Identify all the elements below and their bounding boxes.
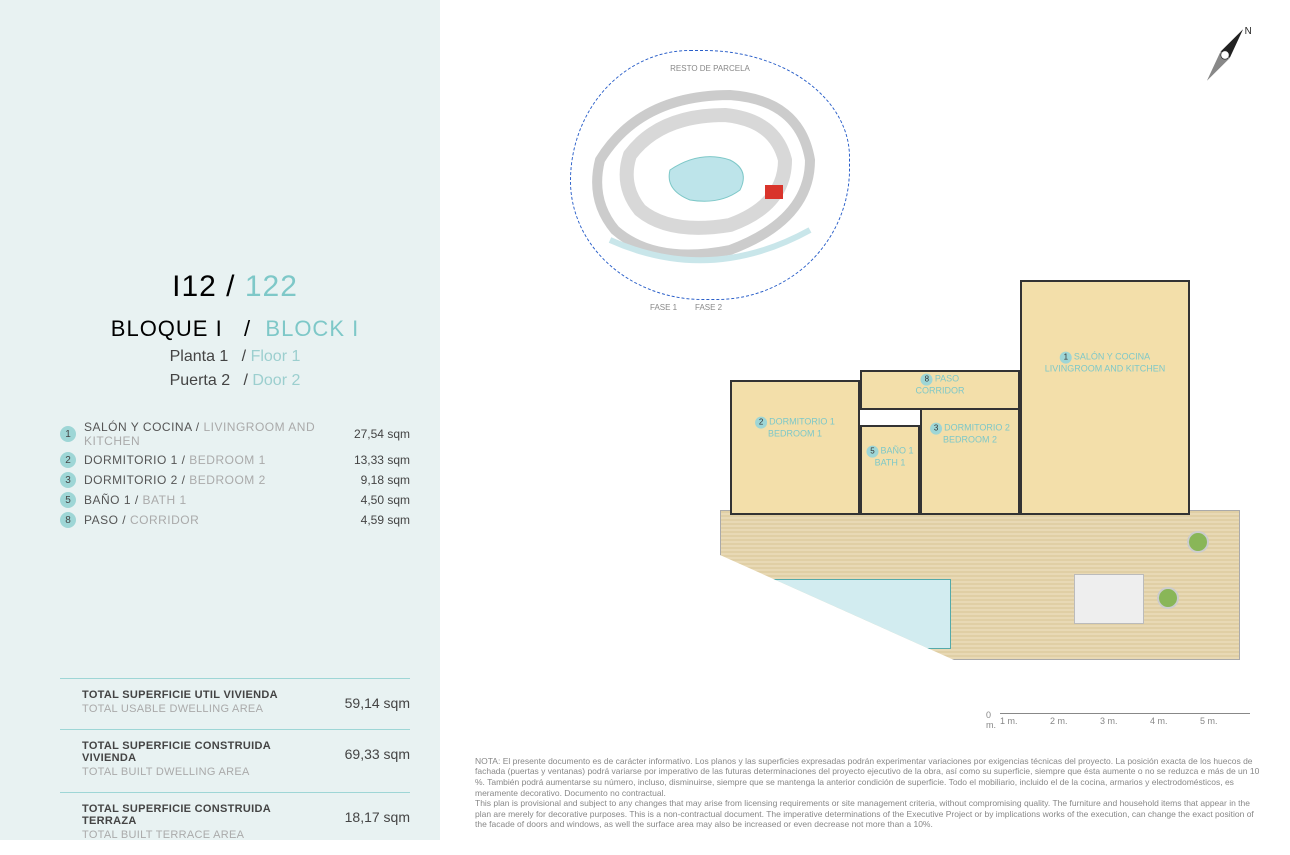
scale-tick: 0 m. xyxy=(986,708,1000,730)
fp-room-label: 3DORMITORIO 2BEDROOM 2 xyxy=(930,423,1010,446)
room-number: 8 xyxy=(60,512,76,528)
meta-floor: Planta 1 / Floor 1 xyxy=(60,348,410,366)
room-label: PASO / CORRIDOR xyxy=(84,513,330,527)
terrace-table xyxy=(1074,574,1144,624)
room-number: 3 xyxy=(60,472,76,488)
block-en: BLOCK I xyxy=(265,316,359,341)
total-row: TOTAL SUPERFICIE UTIL VIVIENDATOTAL USAB… xyxy=(60,678,410,729)
terrace xyxy=(720,510,1240,660)
floor-plan: 2DORMITORIO 1BEDROOM 1 5BAÑO 1BATH 1 3DORM… xyxy=(700,280,1240,660)
compass-icon: N xyxy=(1190,20,1260,90)
total-label: TOTAL SUPERFICIE UTIL VIVIENDATOTAL USAB… xyxy=(82,689,320,715)
room-row: 1 SALÓN Y COCINA / LIVINGROOM AND KITCHE… xyxy=(60,420,410,448)
meta-door: Puerta 2 / Door 2 xyxy=(60,372,410,390)
room-row: 3 DORMITORIO 2 / BEDROOM 2 9,18 sqm xyxy=(60,472,410,488)
room-value: 13,33 sqm xyxy=(330,453,410,467)
total-row: TOTAL SUPERFICIE CONSTRUIDA VIVIENDATOTA… xyxy=(60,729,410,792)
svg-text:N: N xyxy=(1245,26,1252,37)
room-row: 5 BAÑO 1 / BATH 1 4,50 sqm xyxy=(60,492,410,508)
scale-tick: 1 m. xyxy=(1000,713,1050,726)
room-number: 5 xyxy=(60,492,76,508)
room-label: DORMITORIO 1 / BEDROOM 1 xyxy=(84,453,330,467)
info-panel: I12 / 122 BLOQUE I / BLOCK I Planta 1 / … xyxy=(0,0,440,840)
room-label: SALÓN Y COCINA / LIVINGROOM AND KITCHEN xyxy=(84,420,330,448)
fp-corridor: 8PASOCORRIDOR xyxy=(860,370,1020,410)
room-value: 27,54 sqm xyxy=(330,427,410,441)
block-es: BLOQUE I xyxy=(111,316,223,341)
unit-marker xyxy=(765,185,783,199)
fp-living: 1SALÓN Y COCINALIVINGROOM AND KITCHEN xyxy=(1020,280,1190,515)
room-row: 8 PASO / CORRIDOR 4,59 sqm xyxy=(60,512,410,528)
scale-tick: 4 m. xyxy=(1150,713,1200,726)
footnote: NOTA: El presente documento es de caráct… xyxy=(475,756,1260,830)
total-value: 59,14 sqm xyxy=(320,689,410,711)
room-number: 2 xyxy=(60,452,76,468)
plan-panel: N RESTO DE PARCELA FASE 1 FASE 2 2DORMIT… xyxy=(440,0,1290,840)
scale-tick: 3 m. xyxy=(1100,713,1150,726)
fp-bedroom1: 2DORMITORIO 1BEDROOM 1 xyxy=(730,380,860,515)
fp-bath1: 5BAÑO 1BATH 1 xyxy=(860,425,920,515)
total-value: 18,17 sqm xyxy=(320,803,410,825)
room-value: 4,59 sqm xyxy=(330,513,410,527)
totals-list: TOTAL SUPERFICIE UTIL VIVIENDATOTAL USAB… xyxy=(60,678,410,855)
terrace-pool xyxy=(751,579,951,649)
room-value: 9,18 sqm xyxy=(330,473,410,487)
room-number: 1 xyxy=(60,426,76,442)
footnote-es: NOTA: El presente documento es de caráct… xyxy=(475,756,1259,798)
room-row: 2 DORMITORIO 1 / BEDROOM 1 13,33 sqm xyxy=(60,452,410,468)
scale-tick: 5 m. xyxy=(1200,713,1250,726)
room-value: 4,50 sqm xyxy=(330,493,410,507)
fase1-label: FASE 1 xyxy=(650,303,677,312)
total-label: TOTAL SUPERFICIE CONSTRUIDA VIVIENDATOTA… xyxy=(82,740,320,778)
plant-icon xyxy=(1187,531,1209,553)
unit-code: I12 / 122 xyxy=(60,270,410,304)
fp-room-label: 8PASOCORRIDOR xyxy=(916,373,965,396)
footnote-en: This plan is provisional and subject to … xyxy=(475,798,1254,829)
total-row: TOTAL SUPERFICIE CONSTRUIDA TERRAZATOTAL… xyxy=(60,792,410,855)
unit-code-sub: 122 xyxy=(245,270,298,303)
fp-room-label: 1SALÓN Y COCINALIVINGROOM AND KITCHEN xyxy=(1045,351,1166,374)
total-label: TOTAL SUPERFICIE CONSTRUIDA TERRAZATOTAL… xyxy=(82,803,320,841)
scale-tick: 2 m. xyxy=(1050,713,1100,726)
site-top-label: RESTO DE PARCELA xyxy=(670,64,750,73)
unit-code-main: I12 / xyxy=(172,270,235,303)
scale-bar: 0 m.1 m.2 m.3 m.4 m.5 m. xyxy=(986,708,1250,730)
fp-room-label: 2DORMITORIO 1BEDROOM 1 xyxy=(755,416,835,439)
block-sep: / xyxy=(244,316,251,341)
plant-icon xyxy=(1157,587,1179,609)
total-value: 69,33 sqm xyxy=(320,740,410,762)
room-list: 1 SALÓN Y COCINA / LIVINGROOM AND KITCHE… xyxy=(60,420,410,528)
room-label: BAÑO 1 / BATH 1 xyxy=(84,493,330,507)
site-plan: RESTO DE PARCELA FASE 1 FASE 2 xyxy=(560,40,860,310)
room-label: DORMITORIO 2 / BEDROOM 2 xyxy=(84,473,330,487)
block-line: BLOQUE I / BLOCK I xyxy=(60,316,410,342)
fp-room-label: 5BAÑO 1BATH 1 xyxy=(866,446,913,469)
